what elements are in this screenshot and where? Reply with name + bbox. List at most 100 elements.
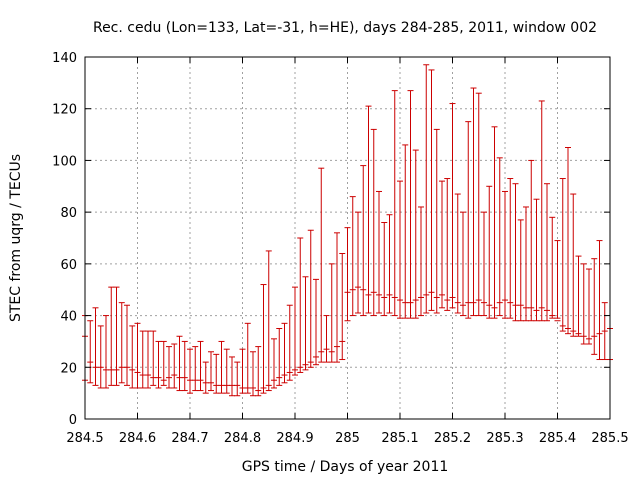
error-bar	[554, 240, 561, 322]
error-bar	[475, 92, 482, 317]
error-bar	[323, 315, 330, 363]
error-bar	[575, 255, 582, 337]
error-bar	[292, 286, 298, 376]
error-bar	[570, 193, 577, 337]
error-bar	[192, 346, 199, 392]
error-bar	[255, 346, 262, 397]
error-bar	[360, 165, 367, 317]
error-bar	[486, 185, 493, 319]
error-bar	[502, 190, 508, 319]
error-bar	[365, 105, 372, 314]
error-bar	[171, 343, 178, 389]
error-bar	[92, 307, 99, 386]
y-tick-label: 20	[60, 361, 77, 376]
error-bar	[108, 286, 115, 386]
error-bar	[244, 322, 251, 394]
error-bar	[544, 183, 550, 322]
error-bar	[496, 157, 503, 317]
error-bar	[586, 268, 592, 345]
error-bar	[197, 340, 204, 392]
error-bar	[412, 149, 419, 319]
error-bar	[260, 284, 267, 394]
error-bar	[549, 216, 556, 319]
error-bar	[397, 180, 403, 319]
error-bar	[145, 330, 151, 389]
x-tick-label: 284.8	[224, 431, 261, 446]
error-bar	[302, 276, 309, 371]
error-bar	[512, 183, 519, 322]
error-bar	[428, 69, 435, 311]
error-bar	[118, 302, 125, 384]
error-bar	[234, 361, 241, 397]
error-bar	[223, 348, 230, 394]
error-bar	[465, 121, 472, 319]
error-bar	[601, 302, 608, 361]
error-bar	[355, 211, 361, 314]
error-bar	[208, 351, 214, 392]
error-bar	[402, 144, 409, 319]
error-bar	[276, 328, 283, 386]
error-bar	[418, 206, 424, 317]
error-bar	[307, 229, 314, 368]
error-bar	[386, 214, 393, 314]
y-tick-label: 0	[69, 413, 77, 428]
error-bar	[533, 198, 540, 322]
error-bar	[349, 196, 356, 317]
error-bar	[97, 325, 104, 389]
error-bar	[376, 190, 382, 314]
x-tick-label: 285.2	[434, 431, 471, 446]
error-bar	[528, 159, 535, 322]
error-bar	[213, 353, 220, 394]
y-tick-label: 100	[52, 154, 77, 169]
error-bar	[491, 126, 498, 319]
error-bar	[87, 320, 94, 384]
error-bar	[454, 193, 461, 314]
error-bar	[444, 178, 451, 311]
error-bar	[538, 100, 545, 322]
x-tick-label: 284.5	[66, 431, 103, 446]
error-bar	[407, 90, 414, 319]
error-bar	[481, 211, 487, 317]
error-bar	[181, 340, 188, 392]
error-bar	[391, 90, 398, 317]
error-bar	[507, 178, 514, 319]
error-bar	[265, 250, 272, 392]
error-bar	[344, 227, 351, 322]
chart-title: Rec. cedu (Lon=133, Lat=-31, h=HE), days…	[93, 20, 597, 36]
error-bar	[381, 221, 388, 317]
axis-ticks: 284.5 284.6 284.7 284.8 284.9 285 285.1 285.2 28…	[52, 51, 628, 446]
error-bar	[334, 232, 340, 363]
error-bar	[523, 206, 529, 322]
error-bar	[596, 240, 603, 361]
x-tick-label: 284.6	[119, 431, 156, 446]
error-bar	[433, 128, 440, 314]
x-tick-label: 285.5	[591, 431, 628, 446]
y-tick-label: 140	[52, 51, 77, 66]
error-bar	[103, 315, 109, 389]
x-tick-label: 285.4	[539, 431, 576, 446]
error-bar	[470, 87, 477, 317]
y-tick-label: 60	[60, 258, 77, 273]
x-tick-label: 284.9	[276, 431, 313, 446]
error-bar	[439, 180, 445, 309]
error-bar	[423, 64, 430, 314]
error-bar	[202, 361, 209, 394]
x-tick-label: 285.1	[381, 431, 418, 446]
error-bar	[460, 211, 466, 317]
x-axis-label: GPS time / Days of year 2011	[242, 459, 449, 475]
error-bar	[328, 263, 335, 363]
error-bar	[176, 335, 183, 392]
error-bar	[271, 338, 277, 389]
error-bar	[318, 167, 325, 363]
error-bar	[134, 322, 141, 389]
error-bar	[124, 304, 130, 386]
y-tick-label: 80	[60, 206, 77, 221]
error-bar	[339, 253, 346, 361]
error-bar	[160, 340, 167, 386]
error-bar	[250, 351, 256, 397]
error-bar	[449, 103, 456, 309]
error-bar	[113, 286, 120, 386]
error-bar	[517, 219, 524, 322]
